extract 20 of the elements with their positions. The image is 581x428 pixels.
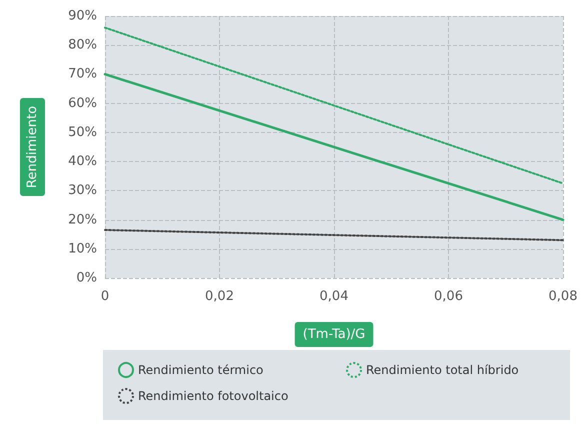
x-tick-label: 0,08: [548, 289, 578, 304]
y-tick-label: 70%: [68, 66, 97, 82]
x-axis-title: (Tm-Ta)/G: [302, 327, 366, 342]
y-tick-label: 10%: [68, 241, 97, 256]
x-tick-label: 0: [100, 289, 110, 304]
y-tick-label: 20%: [68, 212, 97, 228]
x-tick-label: 0,02: [205, 289, 234, 304]
y-tick-label: 50%: [68, 124, 97, 140]
y-tick-label: 80%: [68, 38, 97, 53]
legend-label: Rendimiento total híbrido: [366, 363, 519, 377]
x-tick-label: 0,06: [434, 289, 463, 304]
legend-label: Rendimiento fotovoltaico: [138, 389, 288, 403]
y-tick-label: 90%: [68, 8, 97, 24]
y-tick-label: 0%: [76, 270, 97, 286]
y-axis-title: Rendimiento: [25, 106, 40, 188]
y-tick-label: 30%: [68, 183, 97, 198]
y-tick-label: 40%: [68, 154, 97, 170]
legend-label: Rendimiento térmico: [138, 363, 264, 377]
y-tick-label: 60%: [68, 96, 97, 111]
x-tick-label: 0,04: [320, 289, 348, 304]
